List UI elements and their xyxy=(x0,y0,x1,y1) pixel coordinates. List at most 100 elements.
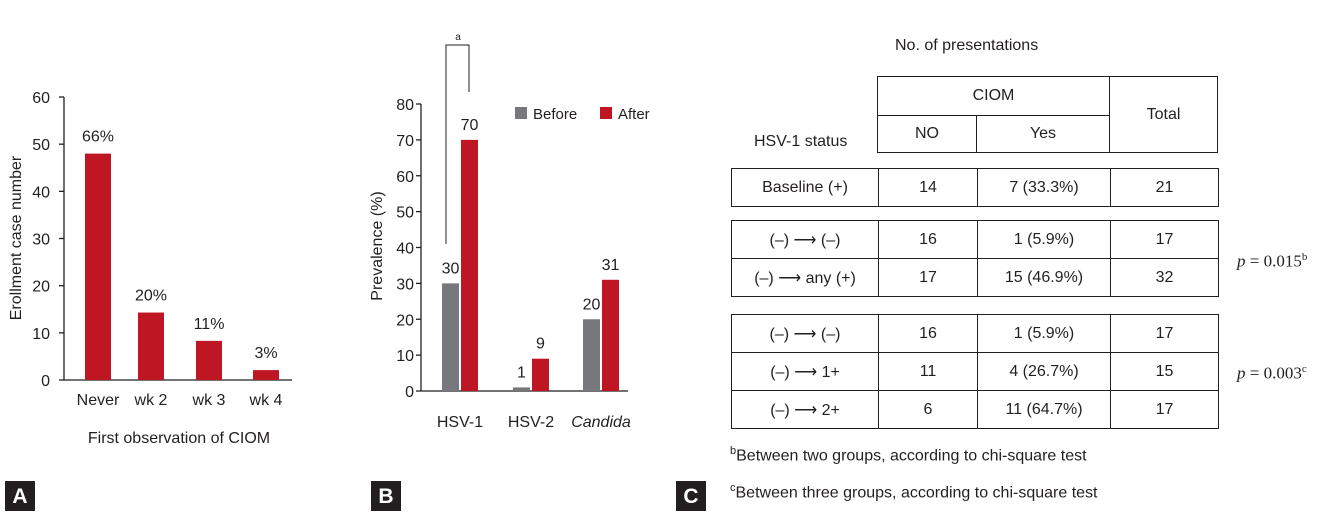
y-tick-label-b: 10 xyxy=(396,348,414,365)
table-row: (–) ⟶ 2+ 6 11 (64.7%) 17 xyxy=(731,390,1219,429)
y-tick-label-a: 40 xyxy=(32,184,50,201)
bar-a xyxy=(138,312,164,380)
y-tick-label-b: 30 xyxy=(396,276,414,293)
panel-letter-a: A xyxy=(5,481,35,511)
x-tick-label-a: wk 2 xyxy=(134,392,168,409)
row-label: Baseline (+) xyxy=(731,168,879,207)
yes-cell: 15 (46.9%) xyxy=(977,258,1111,297)
table-group: Baseline (+) 14 7 (33.3%) 21 xyxy=(731,168,1219,207)
x-tick-label-b: HSV-1 xyxy=(437,414,483,431)
y-tick-label-b: 70 xyxy=(396,133,414,150)
y-tick-label-b: 40 xyxy=(396,241,414,258)
no-cell: 16 xyxy=(878,220,978,259)
significance-marker: a xyxy=(455,32,461,43)
chart-b: 0 10 20 30 40 50 60 70 80 30 70 HSV-1 19 HSV-2 20 31 Can… xyxy=(369,32,650,431)
row-label: (–) ⟶ any (+) xyxy=(731,258,879,297)
bar-b-before xyxy=(442,283,459,391)
no-cell: 11 xyxy=(878,352,978,391)
row-header: HSV-1 status xyxy=(754,133,848,150)
table-row: (–) ⟶ 1+ 11 4 (26.7%) 15 xyxy=(731,352,1219,391)
table-row: (–) ⟶ any (+) 17 15 (46.9%) 32 xyxy=(731,258,1219,297)
row-label: (–) ⟶ (–) xyxy=(731,220,879,259)
table-group: (–) ⟶ (–) 16 1 (5.9%) 17 (–) ⟶ 1+ 11 4 (26.7%)… xyxy=(731,314,1219,429)
yes-cell: 1 (5.9%) xyxy=(977,314,1111,353)
significance-bracket xyxy=(445,44,470,244)
y-axis-label-a: Erollment case number xyxy=(8,155,25,320)
total-cell: 17 xyxy=(1110,390,1219,429)
total-header: Total xyxy=(1109,76,1218,153)
yes-header: Yes xyxy=(976,115,1110,153)
data-label-a: 66% xyxy=(82,129,114,146)
table-group: (–) ⟶ (–) 16 1 (5.9%) 17 (–) ⟶ any (+) 17 15 (… xyxy=(731,220,1219,297)
row-label: (–) ⟶ 2+ xyxy=(731,390,879,429)
total-cell: 17 xyxy=(1110,220,1219,259)
yes-cell: 7 (33.3%) xyxy=(977,168,1111,207)
table-row: Baseline (+) 14 7 (33.3%) 21 xyxy=(731,168,1219,207)
legend-swatch-before xyxy=(515,107,527,119)
data-label-b: 70 xyxy=(461,117,479,134)
y-tick-label-b: 50 xyxy=(396,205,414,222)
footnote-b: bBetween two groups, according to chi-sq… xyxy=(730,445,1087,465)
data-label-b: 30 xyxy=(442,260,460,277)
no-header: NO xyxy=(877,115,977,153)
y-tick-label-a: 50 xyxy=(32,137,50,154)
bar-b-before xyxy=(583,319,600,391)
panel-letter-c: C xyxy=(676,481,706,511)
no-cell: 14 xyxy=(878,168,978,207)
data-label-b: 1 xyxy=(517,364,526,381)
yes-cell: 1 (5.9%) xyxy=(977,220,1111,259)
y-axis-label-b: Prevalence (%) xyxy=(369,191,386,300)
y-tick-label-b: 0 xyxy=(405,384,414,401)
y-tick-label-a: 20 xyxy=(32,279,50,296)
yes-cell: 11 (64.7%) xyxy=(977,390,1111,429)
row-label: (–) ⟶ (–) xyxy=(731,314,879,353)
bar-b-before xyxy=(513,387,530,391)
y-tick-label-b: 80 xyxy=(396,97,414,114)
y-tick-label-a: 0 xyxy=(41,373,50,390)
x-tick-label-b: HSV-2 xyxy=(508,414,554,431)
x-tick-label-b: Candida xyxy=(571,414,631,431)
total-cell: 32 xyxy=(1110,258,1219,297)
p-value-b: p = 0.015b xyxy=(1237,251,1308,271)
no-cell: 17 xyxy=(878,258,978,297)
x-axis-label-a: First observation of CIOM xyxy=(88,430,270,447)
legend-label-before: Before xyxy=(533,106,577,123)
y-tick-label-b: 60 xyxy=(396,169,414,186)
legend-label-after: After xyxy=(618,106,650,123)
bar-b-after xyxy=(602,279,619,391)
bar-a xyxy=(196,340,222,380)
table-header: CIOM Total NO Yes xyxy=(877,76,1218,153)
legend-swatch-after xyxy=(600,107,612,119)
table-row: (–) ⟶ (–) 16 1 (5.9%) 17 xyxy=(731,220,1219,259)
data-label-b: 31 xyxy=(602,257,620,274)
no-cell: 16 xyxy=(878,314,978,353)
y-tick-label-a: 10 xyxy=(32,326,50,343)
yes-cell: 4 (26.7%) xyxy=(977,352,1111,391)
bar-b-after xyxy=(532,358,549,391)
y-tick-label-a: 60 xyxy=(32,90,50,107)
p-value-c: p = 0.003c xyxy=(1237,363,1307,383)
x-tick-label-a: wk 3 xyxy=(192,392,226,409)
ciom-header: CIOM xyxy=(877,76,1110,116)
data-label-a: 11% xyxy=(194,316,225,333)
data-label-a: 20% xyxy=(135,288,167,305)
chart-a: 0 10 20 30 40 50 60 66% Never 20% wk 2 11% wk 3 3% wk … xyxy=(8,90,292,447)
bar-b-after xyxy=(461,139,478,391)
data-label-b: 20 xyxy=(583,296,601,313)
panel-letter-b: B xyxy=(371,481,401,511)
footnote-c: cBetween three groups, according to chi-… xyxy=(730,482,1098,502)
y-tick-label-a: 30 xyxy=(32,232,50,249)
x-tick-label-a: Never xyxy=(77,392,120,409)
data-label-b: 9 xyxy=(536,336,545,353)
bar-a xyxy=(253,370,279,380)
total-cell: 17 xyxy=(1110,314,1219,353)
no-cell: 6 xyxy=(878,390,978,429)
data-label-a: 3% xyxy=(254,345,277,362)
total-cell: 15 xyxy=(1110,352,1219,391)
total-cell: 21 xyxy=(1110,168,1219,207)
table-title: No. of presentations xyxy=(895,37,1039,54)
row-label: (–) ⟶ 1+ xyxy=(731,352,879,391)
table-row: (–) ⟶ (–) 16 1 (5.9%) 17 xyxy=(731,314,1219,353)
x-tick-label-a: wk 4 xyxy=(249,392,283,409)
bar-a xyxy=(85,153,111,380)
